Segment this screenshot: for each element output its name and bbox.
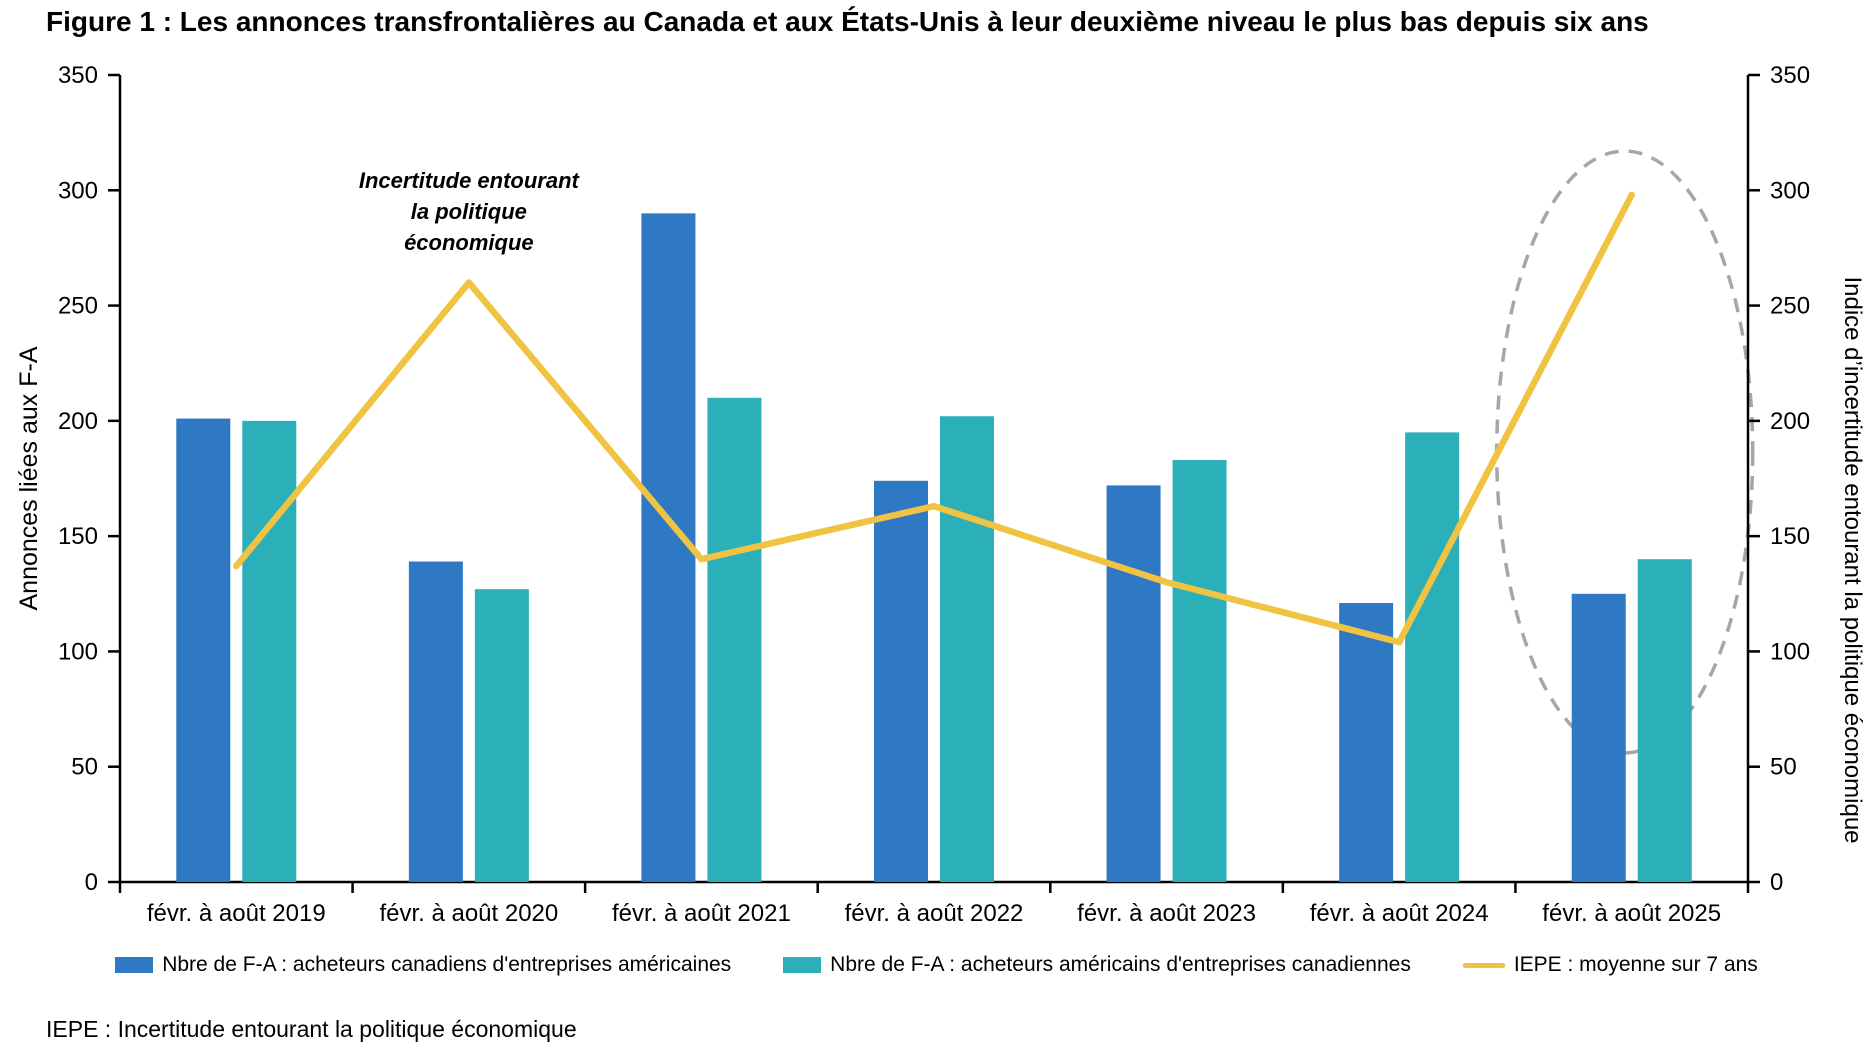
left-axis-tick-label: 100 (58, 638, 98, 665)
right-axis-tick-label: 350 (1770, 62, 1810, 89)
left-axis-tick-label: 0 (85, 869, 98, 896)
figure-title: Figure 1 : Les annonces transfrontalière… (46, 6, 1649, 37)
left-axis-tick-label: 250 (58, 293, 98, 320)
bar-canadian-buyers-2024 (1339, 603, 1394, 882)
x-axis-category-label: févr. à août 2023 (1077, 900, 1256, 927)
bar-canadian-buyers-2022 (874, 480, 928, 882)
right-axis-tick-label: 150 (1770, 523, 1810, 550)
legend-item-american-buyers: Nbre de F-A : acheteurs américains d'ent… (783, 953, 1411, 977)
bar-american-buyers-2025 (1637, 559, 1692, 882)
legend-swatch-iepe-line (1462, 962, 1505, 968)
right-axis-tick-label: 200 (1770, 408, 1810, 435)
chart-legend: Nbre de F-A : acheteurs canadiens d'entr… (0, 953, 1873, 977)
left-axis-tick-label: 350 (58, 62, 98, 89)
figure-footnote: IEPE : Incertitude entourant la politiqu… (46, 1016, 577, 1042)
annotation-policy-uncertainty-line: Incertitude entourant (359, 168, 581, 193)
right-axis-tick-label: 100 (1770, 638, 1810, 665)
legend-swatch-american-buyers (783, 957, 822, 973)
left-axis-tick-label: 50 (71, 754, 98, 781)
bar-american-buyers-2023 (1172, 460, 1227, 882)
right-axis-tick-label: 250 (1770, 293, 1810, 320)
bar-american-buyers-2024 (1405, 432, 1460, 882)
bar-american-buyers-2021 (707, 397, 762, 882)
bar-american-buyers-2022 (940, 416, 994, 882)
left-axis-tick-label: 300 (58, 177, 98, 204)
legend-label-american-buyers: Nbre de F-A : acheteurs américains d'ent… (830, 953, 1411, 976)
bar-american-buyers-2020 (474, 589, 529, 882)
legend-label-iepe-line: IEPE : moyenne sur 7 ans (1513, 953, 1758, 976)
legend-item-iepe-line: IEPE : moyenne sur 7 ans (1462, 953, 1758, 977)
bar-canadian-buyers-2025 (1571, 593, 1626, 882)
right-axis-tick-label: 0 (1770, 869, 1783, 896)
right-axis-tick-label: 300 (1770, 177, 1810, 204)
annotation-policy-uncertainty-line: économique (404, 230, 534, 255)
x-axis-category-label: févr. à août 2025 (1542, 900, 1721, 927)
x-axis-category-label: févr. à août 2021 (612, 900, 791, 927)
x-axis-category-label: févr. à août 2022 (845, 900, 1024, 927)
bar-canadian-buyers-2020 (408, 561, 463, 882)
bar-canadian-buyers-2023 (1106, 485, 1161, 882)
left-axis-title: Annonces liées aux F-A (15, 346, 43, 610)
bar-canadian-buyers-2019 (176, 418, 231, 882)
legend-item-canadian-buyers: Nbre de F-A : acheteurs canadiens d'entr… (115, 953, 731, 977)
bar-canadian-buyers-2021 (641, 213, 696, 883)
right-axis-title: Indice d’incertitude entourant la politi… (1839, 276, 1866, 843)
cross-border-ma-chart: 0 0 50 50 100 100 150 150 200 200 250 250 300 300 350 3… (15, 62, 1866, 927)
right-axis-tick-label: 50 (1770, 754, 1797, 781)
iepe-line (233, 191, 1635, 646)
annotation-policy-uncertainty-line: la politique (411, 199, 527, 224)
bar-american-buyers-2019 (242, 420, 297, 882)
left-axis-tick-label: 200 (58, 408, 98, 435)
left-axis-tick-label: 150 (58, 523, 98, 550)
legend-swatch-canadian-buyers (115, 957, 154, 973)
x-axis-category-label: févr. à août 2019 (147, 900, 326, 927)
x-axis-category-label: févr. à août 2020 (379, 900, 558, 927)
x-axis-category-label: févr. à août 2024 (1310, 900, 1489, 927)
legend-label-canadian-buyers: Nbre de F-A : acheteurs canadiens d'entr… (162, 953, 732, 976)
